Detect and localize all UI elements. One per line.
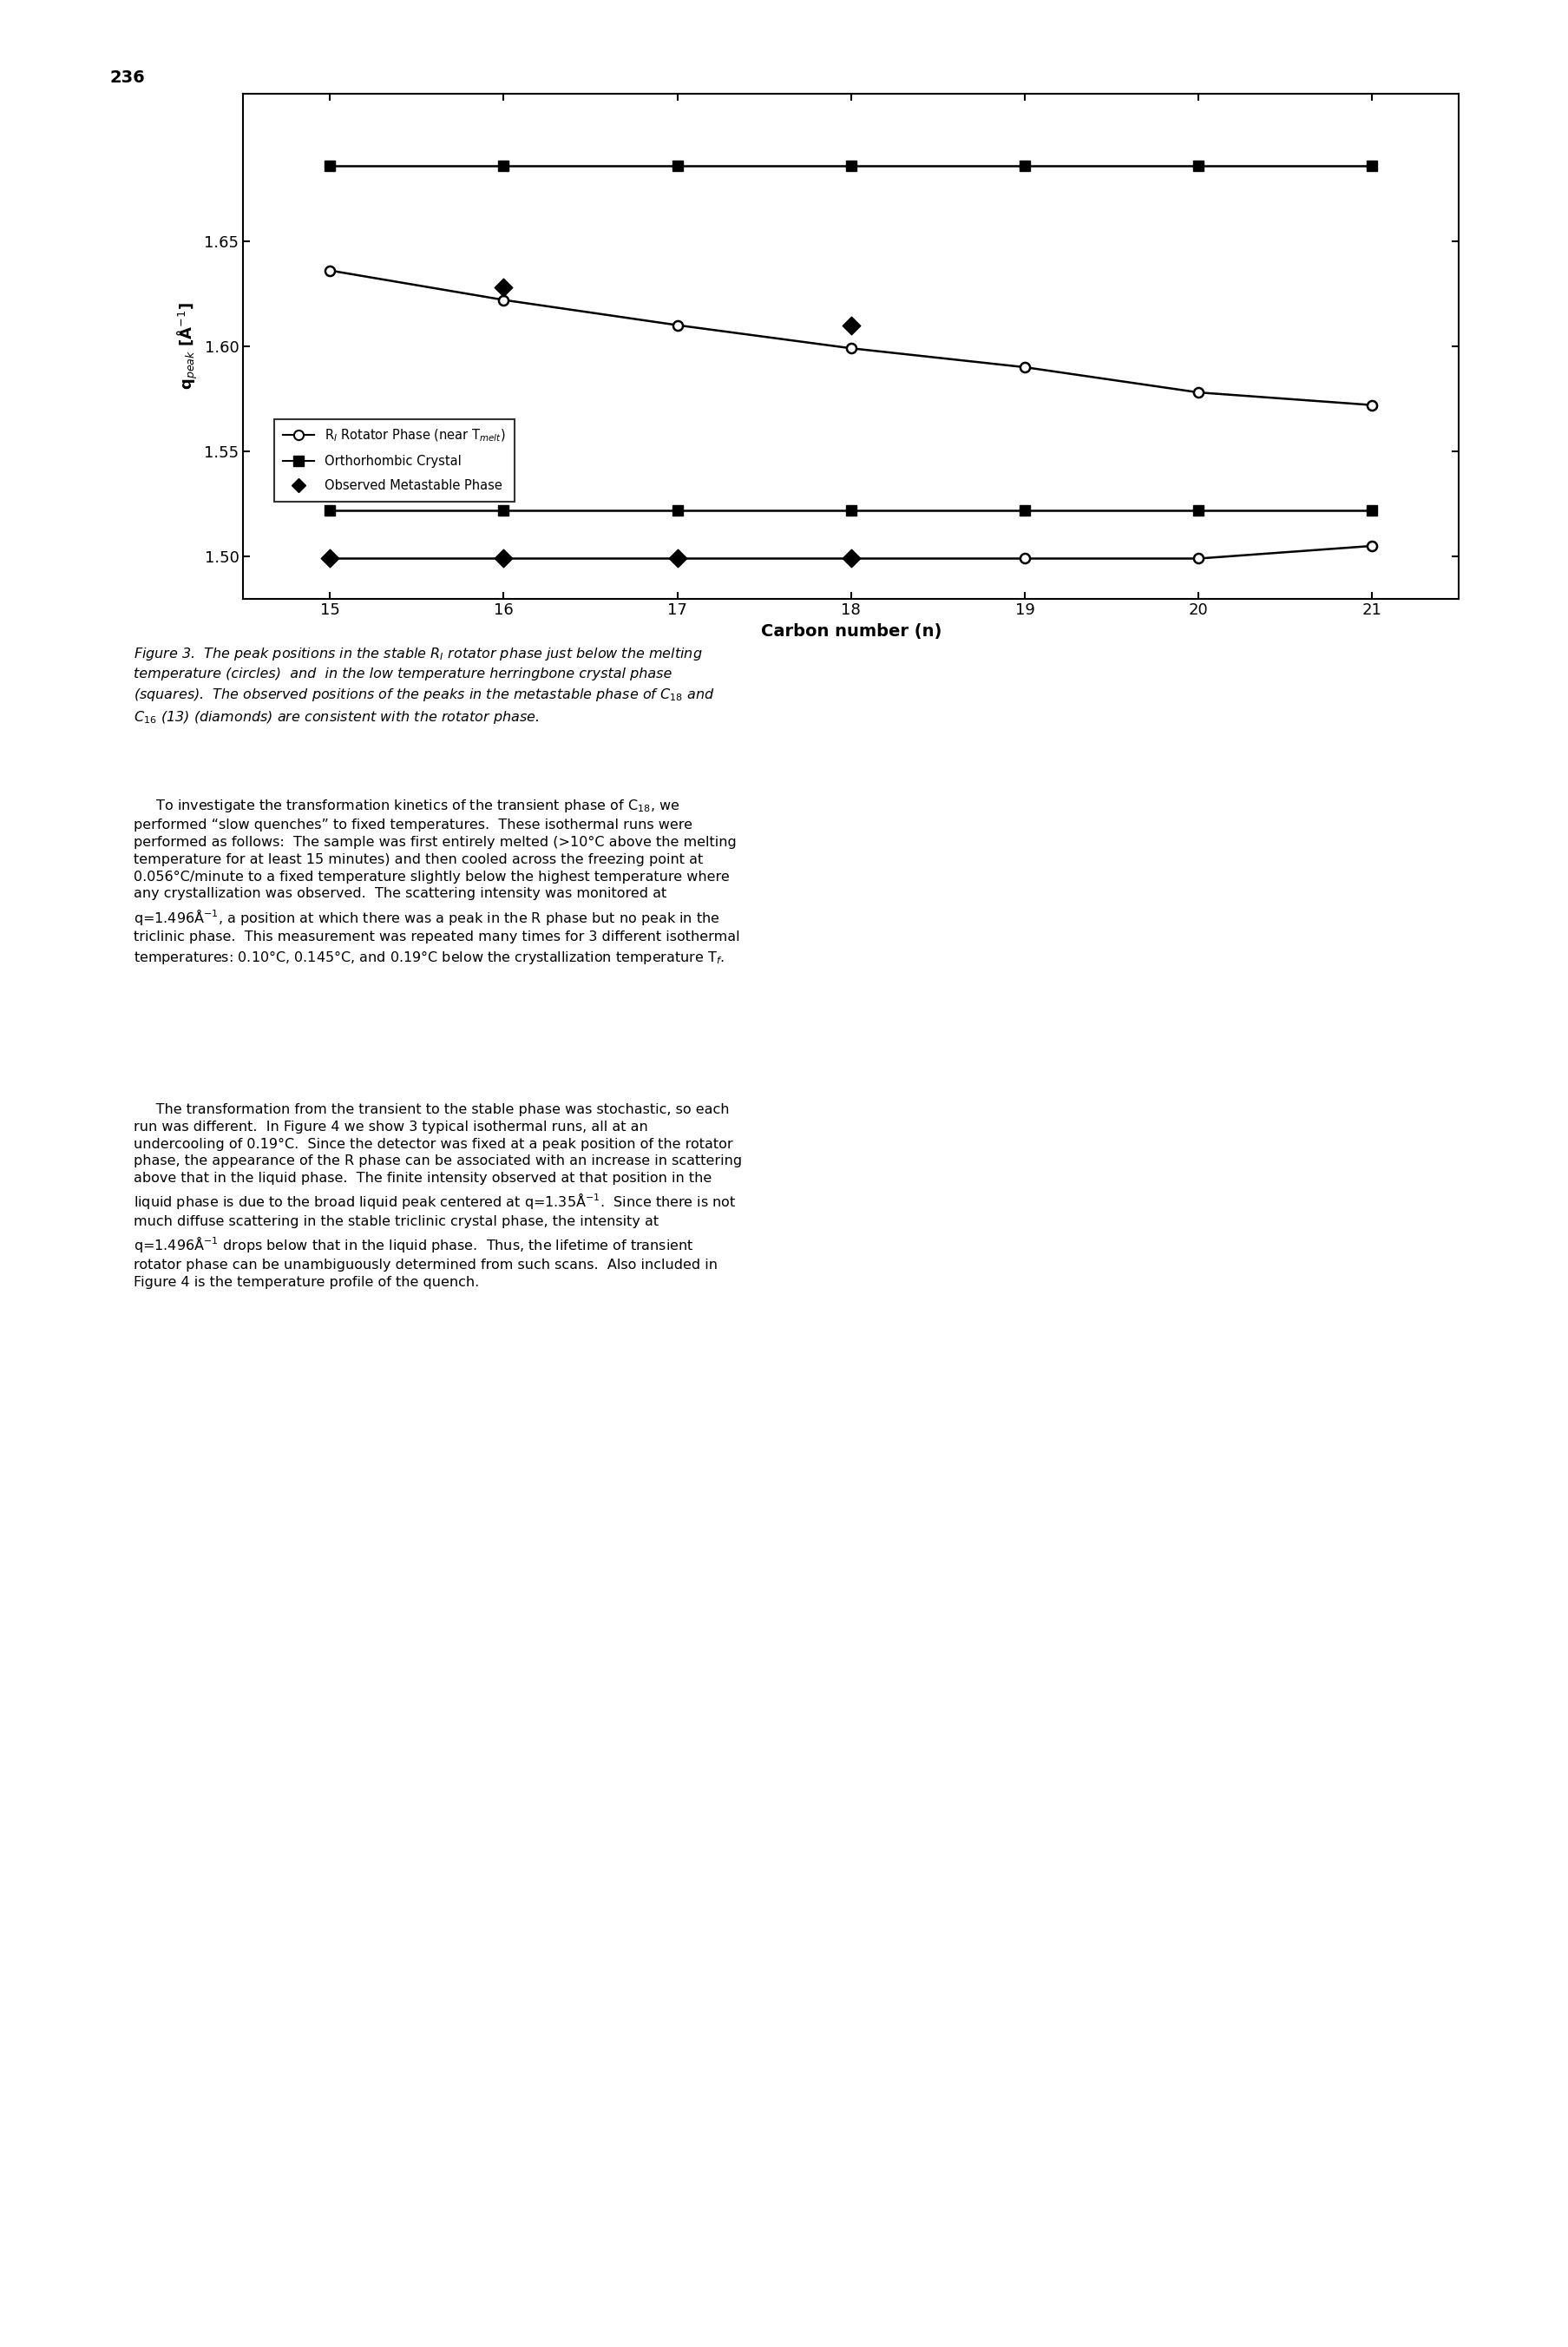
- Point: [665, 540, 690, 577]
- Point: [837, 540, 862, 577]
- Point: [491, 268, 516, 305]
- Point: [317, 540, 342, 577]
- Legend: R$_I$ Rotator Phase (near T$_{melt}$), Orthorhombic Crystal, Observed Metastable: R$_I$ Rotator Phase (near T$_{melt}$), O…: [274, 418, 514, 502]
- Y-axis label: q$_{peak}$ [Å$^{-1}$]: q$_{peak}$ [Å$^{-1}$]: [176, 303, 199, 390]
- Text: To investigate the transformation kinetics of the transient phase of C$_{18}$, w: To investigate the transformation kineti…: [133, 798, 739, 967]
- Text: Figure 3.  The peak positions in the stable R$_I$ rotator phase just below the m: Figure 3. The peak positions in the stab…: [133, 645, 713, 725]
- Point: [837, 307, 862, 345]
- Text: The transformation from the transient to the stable phase was stochastic, so eac: The transformation from the transient to…: [133, 1103, 742, 1289]
- X-axis label: Carbon number (n): Carbon number (n): [760, 624, 941, 641]
- Point: [491, 540, 516, 577]
- Text: 236: 236: [110, 68, 146, 84]
